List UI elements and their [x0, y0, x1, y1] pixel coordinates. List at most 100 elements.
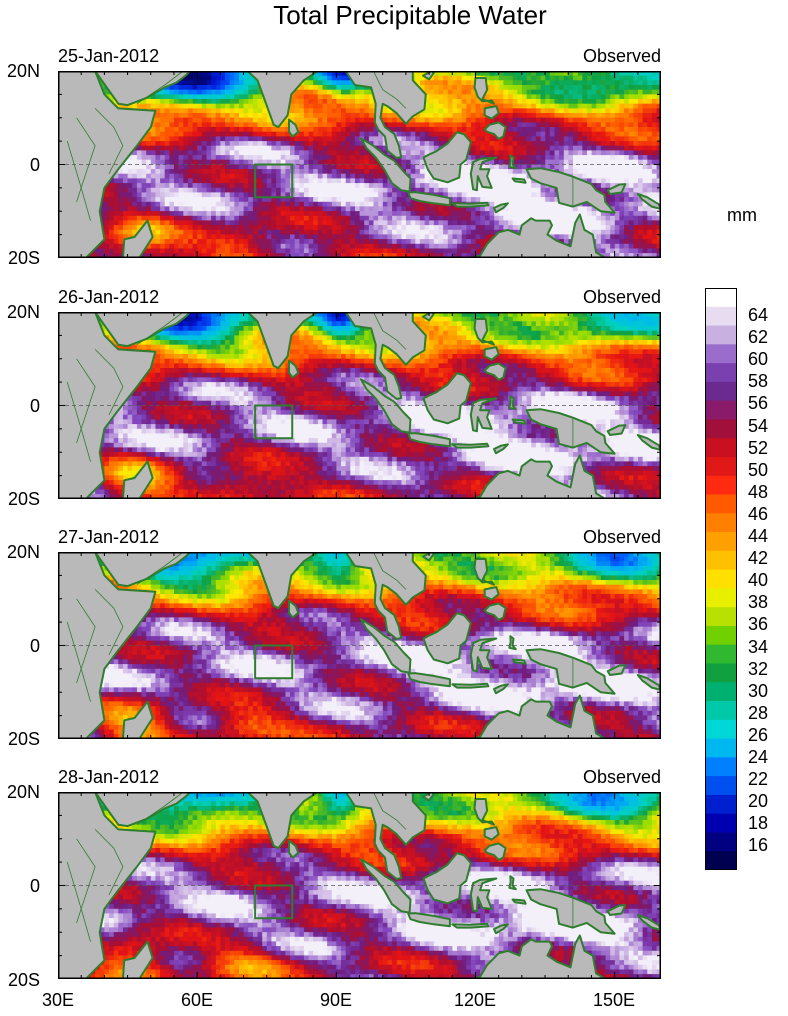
water-vapor-cell [563, 206, 569, 212]
water-vapor-cell [526, 159, 532, 165]
water-vapor-cell [619, 122, 625, 128]
water-vapor-cell [647, 155, 653, 161]
water-vapor-cell [243, 103, 249, 109]
water-vapor-cell [341, 75, 347, 81]
water-vapor-cell [419, 85, 425, 91]
water-vapor-cell [350, 150, 356, 156]
water-vapor-cell [243, 131, 249, 137]
water-vapor-cell [262, 173, 268, 179]
water-vapor-cell [141, 155, 147, 161]
water-vapor-cell [568, 127, 574, 133]
water-vapor-cell [624, 211, 630, 217]
water-vapor-cell [563, 225, 569, 231]
water-vapor-cell [545, 85, 551, 91]
water-vapor-cell [624, 159, 630, 165]
water-vapor-cell [178, 201, 184, 207]
water-vapor-cell [313, 155, 319, 161]
water-vapor-cell [364, 225, 370, 231]
water-vapor-cell [457, 178, 463, 184]
water-vapor-cell [429, 145, 435, 151]
water-vapor-cell [276, 220, 282, 226]
water-vapor-cell [447, 211, 453, 217]
water-vapor-cell [276, 150, 282, 156]
water-vapor-cell [368, 131, 374, 137]
water-vapor-cell [215, 234, 221, 240]
water-vapor-cell [587, 75, 593, 81]
water-vapor-cell [345, 229, 351, 235]
water-vapor-cell [512, 187, 518, 193]
water-vapor-cell [355, 192, 361, 198]
water-vapor-cell [559, 99, 565, 105]
water-vapor-cell [614, 206, 620, 212]
water-vapor-cell [494, 94, 500, 100]
water-vapor-cell [294, 243, 300, 249]
water-vapor-cell [489, 220, 495, 226]
water-vapor-cell [526, 89, 532, 95]
water-vapor-cell [373, 164, 379, 170]
water-vapor-cell [160, 136, 166, 142]
water-vapor-cell [322, 75, 328, 81]
water-vapor-cell [350, 183, 356, 189]
water-vapor-cell [387, 122, 393, 128]
water-vapor-cell [359, 159, 365, 165]
water-vapor-cell [526, 108, 532, 114]
water-vapor-cell [378, 187, 384, 193]
water-vapor-cell [127, 192, 133, 198]
water-vapor-cell [438, 89, 444, 95]
water-vapor-cell [549, 211, 555, 217]
water-vapor-cell [401, 239, 407, 245]
water-vapor-cell [475, 71, 481, 77]
water-vapor-cell [415, 155, 421, 161]
water-vapor-cell [239, 80, 245, 86]
water-vapor-cell [220, 85, 226, 91]
water-vapor-cell [257, 155, 263, 161]
water-vapor-cell [201, 71, 207, 77]
water-vapor-cell [299, 113, 305, 119]
water-vapor-cell [294, 215, 300, 221]
water-vapor-cell [341, 155, 347, 161]
water-vapor-cell [327, 192, 333, 198]
water-vapor-cell [150, 229, 156, 235]
water-vapor-cell [164, 89, 170, 95]
water-vapor-cell [614, 117, 620, 123]
water-vapor-cell [113, 173, 119, 179]
water-vapor-cell [303, 178, 309, 184]
water-vapor-cell [355, 211, 361, 217]
water-vapor-cell [582, 164, 588, 170]
water-vapor-cell [285, 229, 291, 235]
water-vapor-cell [155, 127, 161, 133]
water-vapor-cell [517, 183, 523, 189]
water-vapor-cell [201, 197, 207, 203]
water-vapor-cell [220, 225, 226, 231]
water-vapor-cell [624, 225, 630, 231]
water-vapor-cell [438, 99, 444, 105]
water-vapor-cell [526, 211, 532, 217]
water-vapor-cell [239, 155, 245, 161]
water-vapor-cell [331, 141, 337, 147]
water-vapor-cell [317, 234, 323, 240]
water-vapor-cell [498, 103, 504, 109]
water-vapor-cell [331, 159, 337, 165]
water-vapor-cell [350, 89, 356, 95]
water-vapor-cell [522, 85, 528, 91]
water-vapor-cell [401, 243, 407, 249]
water-vapor-cell [234, 150, 240, 156]
water-vapor-cell [336, 75, 342, 81]
water-vapor-cell [605, 89, 611, 95]
water-vapor-cell [503, 178, 509, 184]
water-vapor-cell [424, 206, 430, 212]
water-vapor-cell [614, 122, 620, 128]
water-vapor-cell [554, 141, 560, 147]
water-vapor-cell [651, 197, 657, 203]
water-vapor-cell [605, 103, 611, 109]
water-vapor-cell [317, 145, 323, 151]
water-vapor-cell [577, 122, 583, 128]
water-vapor-cell [503, 155, 509, 161]
water-vapor-cell [540, 94, 546, 100]
water-vapor-cell [624, 229, 630, 235]
water-vapor-cell [554, 94, 560, 100]
water-vapor-cell [197, 150, 203, 156]
water-vapor-cell [466, 94, 472, 100]
water-vapor-cell [373, 131, 379, 137]
water-vapor-cell [271, 229, 277, 235]
